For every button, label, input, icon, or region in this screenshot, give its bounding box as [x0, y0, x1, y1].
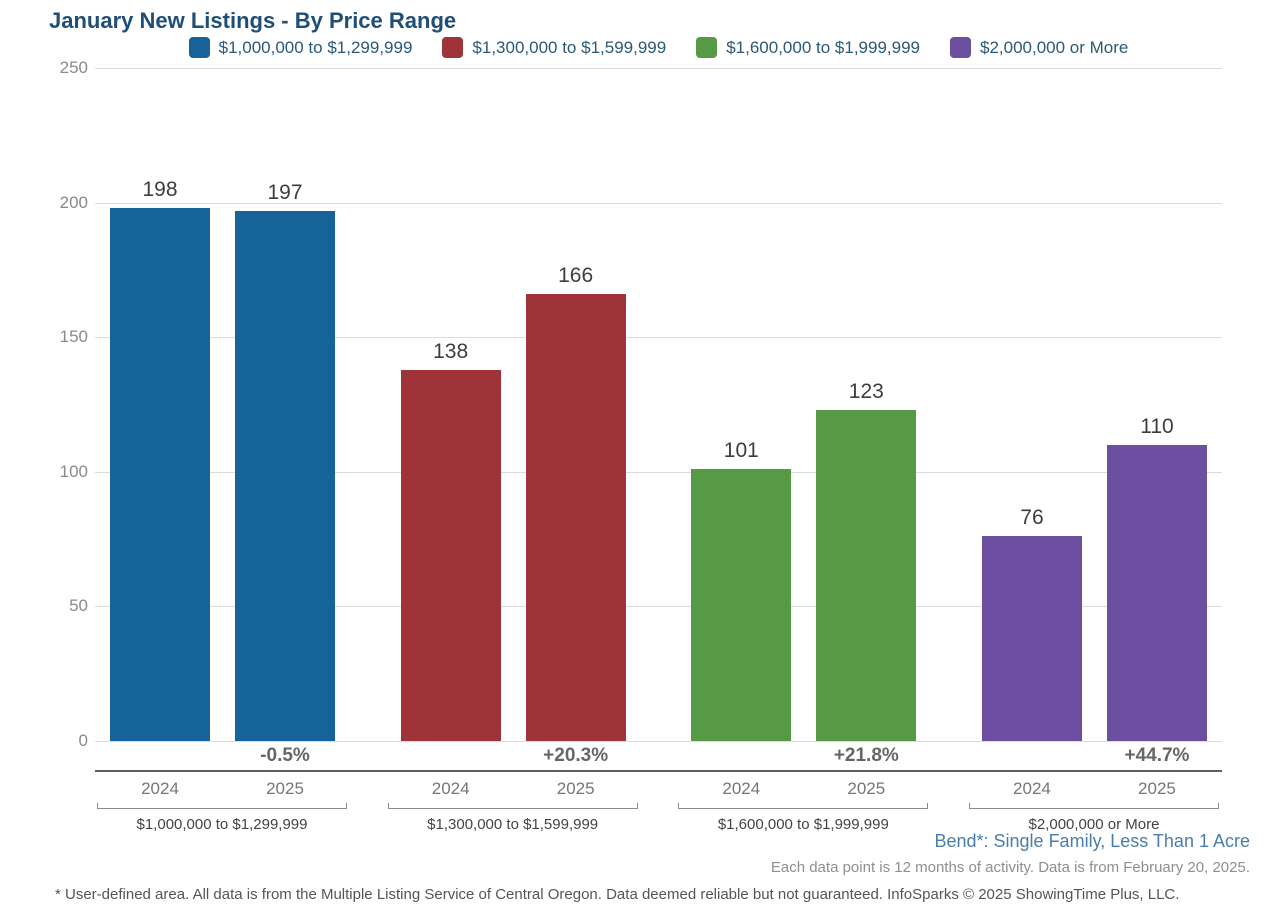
legend-swatch [188, 37, 210, 58]
axis-separator-line [95, 770, 1222, 772]
percent-change-label: +20.3% [543, 745, 609, 766]
bar-value-label: 198 [142, 177, 178, 201]
legend-item-label: $1,300,000 to $1,599,999 [472, 37, 667, 57]
group-label-cell-4: $2,000,000 or More [982, 810, 1207, 836]
x-axis-year-label: 2024 [431, 779, 470, 798]
x-axis-year-label: 2025 [847, 779, 886, 798]
legend-item-3[interactable]: $1,600,000 to $1,999,999 [696, 37, 920, 58]
y-axis-tick-label: 50 [69, 596, 88, 616]
gridline [95, 606, 1222, 608]
year-cell-1: 2024 2025 [110, 772, 335, 803]
group-range-label: $1,300,000 to $1,599,999 [427, 816, 599, 833]
bar-value-label: 123 [848, 379, 884, 403]
bar-2024-group-1[interactable]: 198 [110, 178, 210, 741]
bar-2024-group-2[interactable]: 138 [400, 340, 501, 741]
x-axis-year-label: 2024 [1013, 779, 1051, 798]
bracket-cell-1 [97, 803, 347, 810]
percent-cell-2: +20.3% [401, 741, 626, 770]
bar-groups: 198 197 138 166 101 123 76 110 [95, 68, 1222, 741]
group-bracket [968, 803, 1219, 809]
legend-swatch [950, 37, 971, 58]
x-axis-year-label: 2025 [556, 779, 595, 798]
group-bracket [678, 803, 929, 809]
y-axis-tick-label: 0 [78, 731, 88, 750]
bar-2025-group-2[interactable]: 166 [525, 264, 626, 741]
legend-item-label: $1,000,000 to $1,299,999 [218, 37, 413, 57]
group-bracket [97, 803, 347, 809]
percent-change-label: +44.7% [1124, 745, 1190, 766]
bar-value-label: 197 [267, 180, 303, 204]
gridline [95, 471, 1222, 473]
year-cell-3: 2024 2025 [691, 772, 916, 803]
y-axis-tick-label: 200 [59, 192, 88, 212]
percent-cell-1: -0.5% [110, 741, 335, 770]
bar-2025-group-4[interactable]: 110 [1106, 415, 1207, 741]
y-axis-tick-label: 250 [59, 58, 88, 77]
x-axis: -0.5% +20.3% +21.8% +44.7% 2024 2025 2024 2025… [95, 741, 1222, 836]
legend-swatch [442, 37, 464, 58]
bar-group-3: 101 123 [691, 68, 917, 741]
gridline [95, 741, 1222, 742]
group-bracket [387, 803, 638, 809]
y-axis-tick-label: 100 [59, 461, 88, 481]
bar-2025-group-3[interactable]: 123 [816, 380, 917, 741]
x-axis-year-label: 2024 [722, 779, 761, 798]
group-labels-row: $1,000,000 to $1,299,999 $1,300,000 to $1… [95, 810, 1222, 836]
data-note: Each data point is 12 months of activity… [770, 859, 1250, 876]
legend-item-1[interactable]: $1,000,000 to $1,299,999 [188, 37, 413, 58]
gridline [95, 68, 1222, 69]
group-range-label: $1,000,000 to $1,299,999 [136, 816, 308, 833]
percent-change-label: +21.8% [833, 745, 899, 766]
percent-cell-4: +44.7% [982, 741, 1207, 770]
bracket-cell-2 [387, 803, 638, 810]
gridline [95, 202, 1222, 204]
bar-group-2: 138 166 [400, 68, 626, 741]
percent-change-row: -0.5% +20.3% +21.8% +44.7% [95, 741, 1222, 770]
disclaimer: * User-defined area. All data is from th… [55, 886, 1180, 903]
percent-change-label: -0.5% [260, 745, 310, 766]
bar-value-label: 101 [723, 439, 759, 463]
legend-item-2[interactable]: $1,300,000 to $1,599,999 [442, 37, 666, 58]
bar-value-label: 166 [558, 264, 594, 288]
bracket-cell-3 [678, 803, 929, 810]
x-axis-year-label: 2025 [1138, 779, 1176, 798]
bar-2024-group-3[interactable]: 101 [691, 439, 792, 741]
year-cell-2: 2024 2025 [401, 772, 626, 803]
group-label-cell-1: $1,000,000 to $1,299,999 [110, 810, 335, 836]
bar-value-label: 76 [1020, 506, 1044, 530]
year-cell-4: 2024 2025 [982, 772, 1207, 803]
legend-item-label: $2,000,000 or More [980, 37, 1129, 57]
group-range-label: $2,000,000 or More [1028, 816, 1160, 833]
chart-title: January New Listings - By Price Range [49, 8, 457, 33]
bar-value-label: 110 [1140, 414, 1174, 438]
legend: $1,000,000 to $1,299,999 $1,300,000 to $1… [95, 37, 1222, 58]
year-labels-row: 2024 2025 2024 2025 2024 2025 2024 2025 [95, 772, 1222, 803]
gridline [95, 337, 1222, 339]
legend-swatch [696, 37, 718, 58]
bar-2025-group-1[interactable]: 197 [235, 181, 335, 741]
group-range-label: $1,600,000 to $1,999,999 [717, 816, 889, 833]
bar-2024-group-4[interactable]: 76 [981, 506, 1082, 741]
plot-area: 198 197 138 166 101 123 76 110 [95, 68, 1222, 742]
legend-item-label: $1,600,000 to $1,999,999 [726, 37, 920, 57]
y-axis: 0 50 100 150 200 250 [30, 58, 88, 750]
group-label-cell-3: $1,600,000 to $1,999,999 [691, 810, 916, 836]
group-brackets-row [95, 803, 1222, 810]
percent-cell-3: +21.8% [691, 741, 916, 770]
y-axis-tick-label: 150 [59, 327, 88, 347]
bracket-cell-4 [968, 803, 1219, 810]
x-axis-year-label: 2025 [266, 779, 304, 798]
bar-group-1: 198 197 [110, 68, 335, 741]
group-label-cell-2: $1,300,000 to $1,599,999 [401, 810, 626, 836]
bar-value-label: 138 [433, 339, 469, 363]
area-criteria-label: Bend*: Single Family, Less Than 1 Acre [934, 831, 1250, 851]
bar-group-4: 76 110 [981, 68, 1207, 741]
legend-item-4[interactable]: $2,000,000 or More [950, 37, 1128, 58]
x-axis-year-label: 2024 [141, 779, 179, 798]
